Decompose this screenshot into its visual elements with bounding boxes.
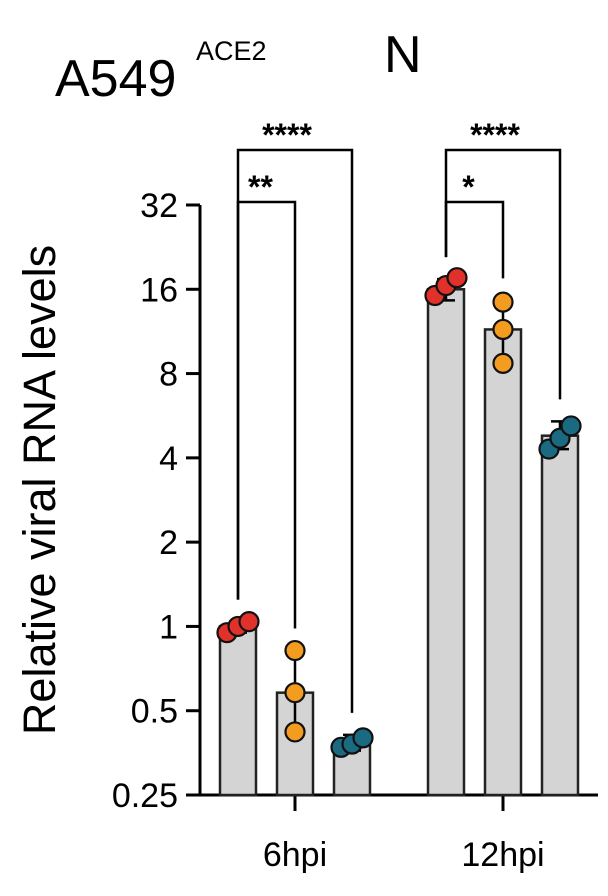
significance-bracket bbox=[444, 200, 505, 279]
title-superscript: ACE2 bbox=[196, 36, 267, 66]
data-point bbox=[560, 415, 582, 437]
bar bbox=[540, 434, 580, 797]
significance-label: ** bbox=[248, 169, 273, 205]
significance-bracket bbox=[236, 148, 354, 713]
data-point bbox=[284, 682, 306, 704]
bars-layer bbox=[218, 288, 580, 797]
significance-bracket bbox=[444, 148, 562, 400]
significance-label: **** bbox=[262, 117, 312, 153]
bar bbox=[218, 625, 258, 797]
data-point bbox=[352, 727, 374, 749]
y-tick-label: 4 bbox=[159, 440, 178, 478]
y-axis: 0.25 0.5 1 2 4 8 16 32 bbox=[112, 187, 202, 815]
data-point bbox=[284, 639, 306, 662]
points-layer bbox=[216, 267, 582, 758]
data-point bbox=[284, 721, 306, 743]
x-axis: 6hpi 12hpi bbox=[200, 793, 598, 874]
y-tick-label: 32 bbox=[140, 187, 178, 225]
data-point bbox=[446, 267, 468, 289]
x-tick-label: 12hpi bbox=[461, 836, 544, 874]
chart-subtitle: N bbox=[384, 26, 422, 84]
data-point bbox=[492, 291, 514, 313]
data-point bbox=[492, 352, 514, 374]
significance-label: * bbox=[462, 169, 475, 205]
significance-label: **** bbox=[470, 117, 520, 153]
data-point bbox=[492, 318, 514, 341]
y-axis-label: Relative viral RNA levels bbox=[14, 245, 65, 735]
y-tick-label: 0.5 bbox=[131, 693, 178, 731]
bar bbox=[426, 288, 466, 797]
significance-layer: *********** bbox=[236, 117, 562, 713]
title-text: A549 bbox=[55, 50, 176, 108]
bar bbox=[483, 328, 523, 797]
y-tick-label: 8 bbox=[159, 356, 178, 394]
chart-title: A549 ACE2 N bbox=[55, 26, 422, 108]
data-point bbox=[238, 611, 260, 633]
y-tick-label: 1 bbox=[159, 608, 178, 646]
significance-bracket bbox=[236, 200, 297, 629]
y-tick-label: 0.25 bbox=[112, 777, 178, 815]
x-tick-label: 6hpi bbox=[263, 836, 327, 874]
y-tick-label: 16 bbox=[140, 271, 178, 309]
y-tick-label: 2 bbox=[159, 524, 178, 562]
